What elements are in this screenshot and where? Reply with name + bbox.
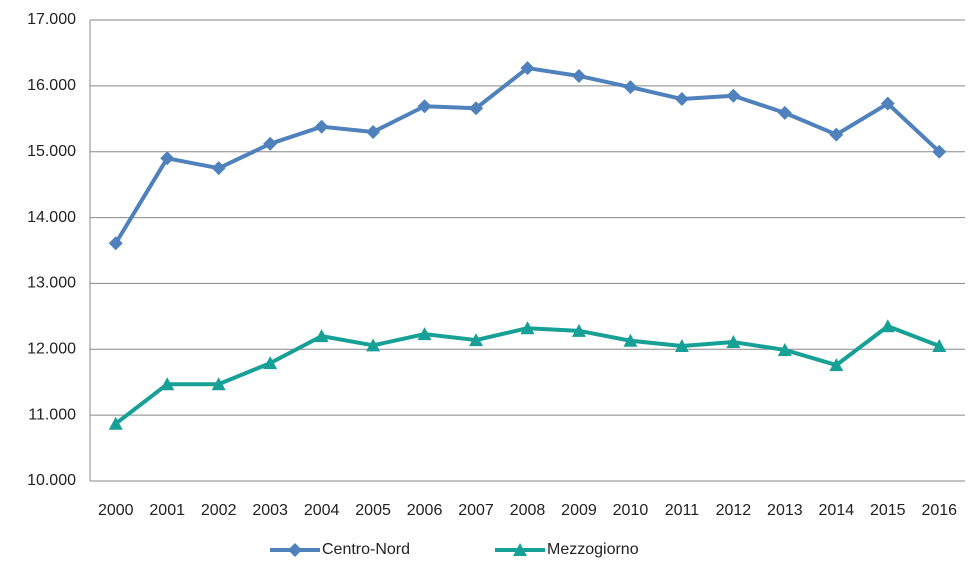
- y-tick-label: 12.000: [27, 341, 76, 358]
- legend-marker: [513, 543, 527, 556]
- legend-marker: [288, 543, 302, 557]
- data-point: [417, 99, 432, 114]
- x-tick-label: 2001: [149, 502, 185, 519]
- data-point: [469, 333, 484, 347]
- data-point: [777, 105, 792, 120]
- x-tick-label: 2009: [561, 502, 597, 519]
- data-point: [932, 144, 947, 159]
- data-point: [829, 127, 844, 142]
- series-line: [114, 324, 940, 426]
- data-point: [880, 319, 895, 333]
- x-tick-label: 2011: [665, 502, 700, 519]
- data-point: [314, 329, 329, 343]
- series-line: [114, 66, 941, 245]
- data-point: [469, 101, 484, 116]
- x-tick-label: 2008: [510, 502, 546, 519]
- x-tick-label: 2016: [921, 502, 957, 519]
- data-point: [777, 342, 792, 356]
- data-point: [571, 323, 586, 337]
- data-point: [366, 124, 381, 139]
- x-tick-label: 2010: [613, 502, 649, 519]
- y-tick-label: 17.000: [27, 11, 76, 28]
- data-point: [674, 92, 689, 107]
- y-tick-label: 15.000: [27, 143, 76, 160]
- data-point: [726, 335, 741, 349]
- x-tick-label: 2013: [767, 502, 803, 519]
- data-point: [160, 151, 175, 166]
- x-tick-label: 2014: [819, 502, 855, 519]
- legend-label: Mezzogiorno: [547, 541, 639, 558]
- x-tick-label: 2002: [201, 502, 237, 519]
- x-tick-label: 2015: [870, 502, 906, 519]
- data-point: [571, 68, 586, 83]
- y-tick-label: 10.000: [27, 472, 76, 489]
- x-tick-label: 2000: [98, 502, 134, 519]
- data-point: [674, 338, 689, 352]
- y-tick-label: 13.000: [27, 275, 76, 292]
- x-tick-label: 2006: [407, 502, 443, 519]
- data-point: [211, 377, 226, 391]
- data-point: [726, 88, 741, 103]
- legend-label: Centro-Nord: [322, 541, 410, 558]
- x-tick-label: 2012: [716, 502, 752, 519]
- y-tick-label: 16.000: [27, 77, 76, 94]
- data-point: [520, 61, 535, 76]
- data-point: [263, 136, 278, 151]
- data-point: [211, 161, 226, 176]
- x-tick-label: 2004: [304, 502, 340, 519]
- data-point: [623, 80, 638, 95]
- data-point: [263, 356, 278, 370]
- data-point: [366, 338, 381, 352]
- y-tick-label: 14.000: [27, 209, 76, 226]
- data-point: [829, 358, 844, 372]
- x-tick-label: 2007: [458, 502, 494, 519]
- y-tick-label: 11.000: [28, 406, 76, 423]
- data-point: [880, 96, 895, 111]
- data-point: [932, 338, 947, 352]
- data-point: [160, 377, 175, 391]
- data-point: [520, 321, 535, 335]
- data-point: [623, 333, 638, 347]
- data-point: [417, 327, 432, 341]
- data-point: [108, 236, 123, 251]
- data-point: [108, 416, 123, 430]
- x-tick-label: 2003: [252, 502, 288, 519]
- data-point: [314, 119, 329, 134]
- x-tick-label: 2005: [355, 502, 391, 519]
